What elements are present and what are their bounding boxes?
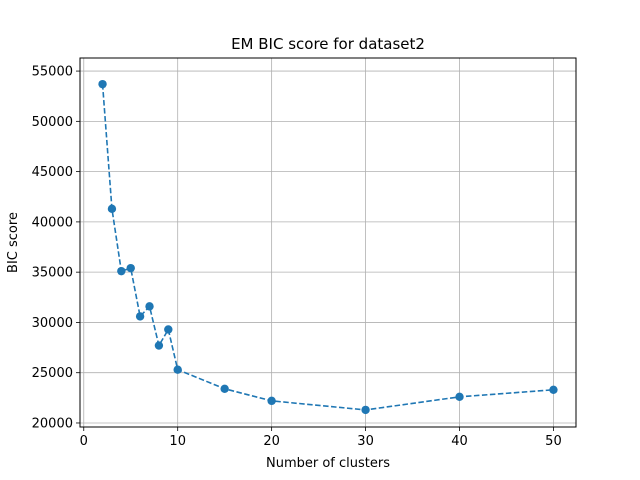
- x-tick-label: 30: [357, 434, 374, 449]
- data-point: [220, 384, 229, 393]
- y-tick-label: 50000: [32, 115, 73, 130]
- data-point: [126, 263, 135, 273]
- data-point: [164, 325, 173, 334]
- series-layer: [98, 79, 558, 415]
- data-point: [267, 396, 276, 406]
- chart-title: EM BIC score for dataset2: [231, 35, 425, 53]
- x-tick-label: 40: [451, 434, 468, 449]
- data-point: [107, 204, 117, 214]
- y-tick-label: 30000: [32, 316, 73, 331]
- y-tick-label: 40000: [32, 215, 73, 230]
- y-axis-label: BIC score: [6, 212, 21, 273]
- y-tick-label: 55000: [32, 65, 73, 80]
- y-tick-label: 45000: [32, 165, 73, 180]
- data-point: [455, 392, 464, 402]
- data-point: [361, 405, 370, 415]
- y-tick-label: 35000: [32, 266, 73, 281]
- grid-lines: [80, 58, 576, 427]
- data-point: [173, 365, 182, 374]
- x-axis-label: Number of clusters: [266, 456, 390, 471]
- x-tick-label: 0: [80, 434, 88, 449]
- data-point: [154, 341, 164, 350]
- x-tick-label: 20: [263, 434, 280, 449]
- axis-ticks: 0 10 20 30 40 50 20000 25000 30000 35000 40000 4500…: [32, 65, 562, 449]
- x-tick-label: 50: [545, 434, 562, 449]
- x-tick-label: 10: [169, 434, 186, 449]
- data-point: [117, 266, 126, 276]
- data-point: [135, 312, 145, 321]
- data-point: [145, 302, 154, 311]
- y-tick-label: 20000: [32, 416, 73, 431]
- y-tick-label: 25000: [32, 366, 73, 381]
- data-point: [98, 79, 107, 89]
- series-line: [101, 84, 554, 411]
- data-point: [549, 385, 558, 394]
- plot-frame: [79, 57, 577, 428]
